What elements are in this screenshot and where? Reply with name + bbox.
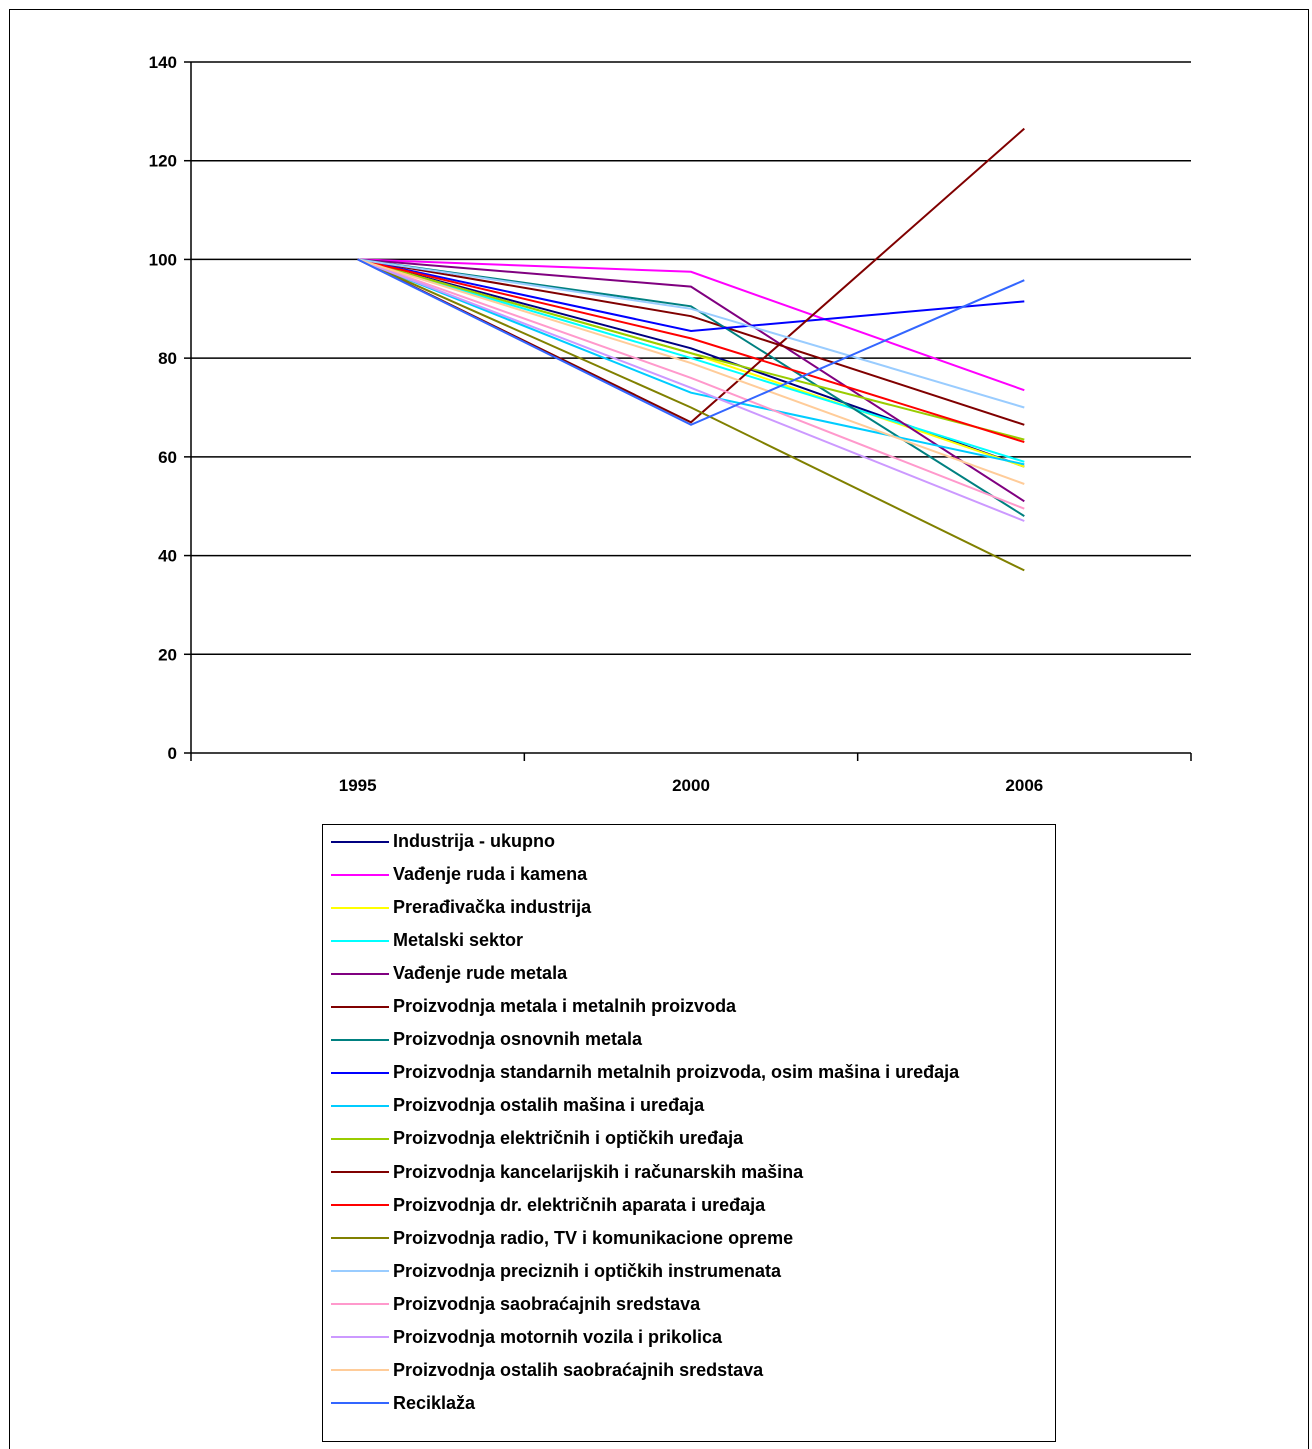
legend-swatch [331, 1005, 389, 1008]
legend-label: Proizvodnja ostalih mašina i uređaja [393, 1095, 705, 1116]
legend-label: Prerađivačka industrija [393, 897, 592, 918]
legend-label: Metalski sektor [393, 930, 524, 951]
legend-item: Proizvodnja ostalih mašina i uređaja [331, 1089, 704, 1122]
legend-label: Proizvodnja dr. električnih aparata i ur… [393, 1194, 766, 1215]
legend-item: Proizvodnja električnih i optičkih uređa… [331, 1122, 743, 1155]
legend-label: Proizvodnja radio, TV i komunikacione op… [393, 1227, 794, 1248]
legend-item: Proizvodnja metala i metalnih proizvoda [331, 990, 736, 1023]
y-tick-label: 60 [158, 448, 177, 467]
legend-label: Proizvodnja motornih vozila i prikolica [393, 1326, 723, 1347]
legend-item: Industrija - ukupno [331, 825, 555, 858]
y-tick-label: 140 [149, 53, 177, 72]
series-line [357, 258, 1025, 510]
series-line [357, 258, 1025, 426]
legend-item: Reciklaža [331, 1387, 475, 1420]
legend-label: Proizvodnja saobraćajnih sredstava [393, 1293, 701, 1314]
series-line [357, 258, 1025, 522]
legend-label: Industrija - ukupno [393, 831, 555, 851]
x-tick-label: 2006 [1005, 776, 1043, 795]
legend-label: Proizvodnja ostalih saobraćajnih sredsta… [393, 1359, 764, 1380]
legend-item: Proizvodnja preciznih i optičkih instrum… [331, 1255, 781, 1288]
series-lines [357, 127, 1025, 572]
series-line [357, 258, 1025, 409]
legend-swatch [331, 1336, 389, 1339]
axes [184, 61, 1192, 761]
legend-swatch [331, 1270, 389, 1273]
series-line [357, 258, 1025, 572]
legend-swatch [331, 1303, 389, 1306]
legend-swatch [331, 1369, 389, 1372]
legend-item: Proizvodnja standarnih metalnih proizvod… [331, 1056, 959, 1089]
y-tick-label: 100 [149, 250, 177, 269]
series-line [357, 258, 1025, 426]
series-line [357, 258, 1025, 463]
legend-label: Proizvodnja metala i metalnih proizvoda [393, 996, 737, 1017]
legend-swatch [331, 1402, 389, 1405]
legend-label: Proizvodnja standarnih metalnih proizvod… [393, 1062, 960, 1083]
legend-item: Prerađivačka industrija [331, 891, 591, 924]
legend-swatch [331, 1237, 389, 1240]
legend-swatch [331, 906, 389, 909]
legend-swatch [331, 1171, 389, 1173]
legend-item: Proizvodnja saobraćajnih sredstava [331, 1288, 700, 1321]
series-line [357, 258, 1025, 466]
legend-swatch [331, 873, 389, 876]
x-tick-labels: 1995 2000 2006 [339, 776, 1043, 795]
legend: Industrija - ukupno Vađenje ruda i kamena… [322, 824, 1056, 1442]
series-line [357, 258, 1025, 503]
y-tick-label: 120 [149, 152, 177, 171]
legend-item: Proizvodnja motornih vozila i prikolica [331, 1321, 722, 1354]
legend-swatch [331, 840, 389, 843]
legend-swatch [331, 1071, 389, 1074]
legend-swatch [331, 972, 389, 975]
y-tick-label: 20 [158, 645, 177, 664]
legend-item: Proizvodnja radio, TV i komunikacione op… [331, 1222, 793, 1255]
legend-label: Proizvodnja preciznih i optičkih instrum… [393, 1260, 782, 1281]
legend-item: Proizvodnja kancelarijskih i računarskih… [331, 1156, 803, 1189]
y-tick-label: 0 [168, 744, 177, 763]
legend-item: Vađenje rude metala [331, 957, 567, 990]
legend-swatch [331, 1204, 389, 1207]
series-line [357, 258, 1025, 444]
series-line [357, 258, 1025, 392]
series-line [357, 258, 1025, 485]
legend-item: Vađenje ruda i kamena [331, 858, 587, 891]
legend-label: Proizvodnja osnovnih metala [393, 1029, 643, 1050]
x-tick-label: 1995 [339, 776, 377, 795]
legend-swatch [331, 1038, 389, 1041]
legend-item: Metalski sektor [331, 924, 523, 957]
x-tick-label: 2000 [672, 776, 710, 795]
legend-label: Vađenje rude metala [393, 963, 568, 984]
y-tick-labels: 0 20 40 60 80 100 120 140 [149, 53, 177, 763]
y-tick-label: 40 [158, 547, 177, 566]
legend-item: Proizvodnja osnovnih metala [331, 1023, 642, 1056]
legend-swatch [331, 1104, 389, 1107]
legend-item: Proizvodnja ostalih saobraćajnih sredsta… [331, 1354, 763, 1387]
y-tick-label: 80 [158, 349, 177, 368]
legend-label: Reciklaža [393, 1392, 476, 1413]
legend-label: Proizvodnja električnih i optičkih uređa… [393, 1128, 744, 1149]
legend-item: Proizvodnja dr. električnih aparata i ur… [331, 1189, 765, 1222]
chart-frame [9, 9, 1309, 1449]
series-line [357, 258, 1025, 333]
legend-label: Vađenje ruda i kamena [393, 864, 588, 885]
line-chart: 0 20 40 60 80 100 120 140 1995 2000 2006 [149, 53, 1192, 795]
series-line [357, 258, 1025, 441]
legend-swatch [331, 1137, 389, 1140]
legend-swatch [331, 939, 389, 942]
legend-label: Proizvodnja kancelarijskih i računarskih… [393, 1161, 804, 1182]
